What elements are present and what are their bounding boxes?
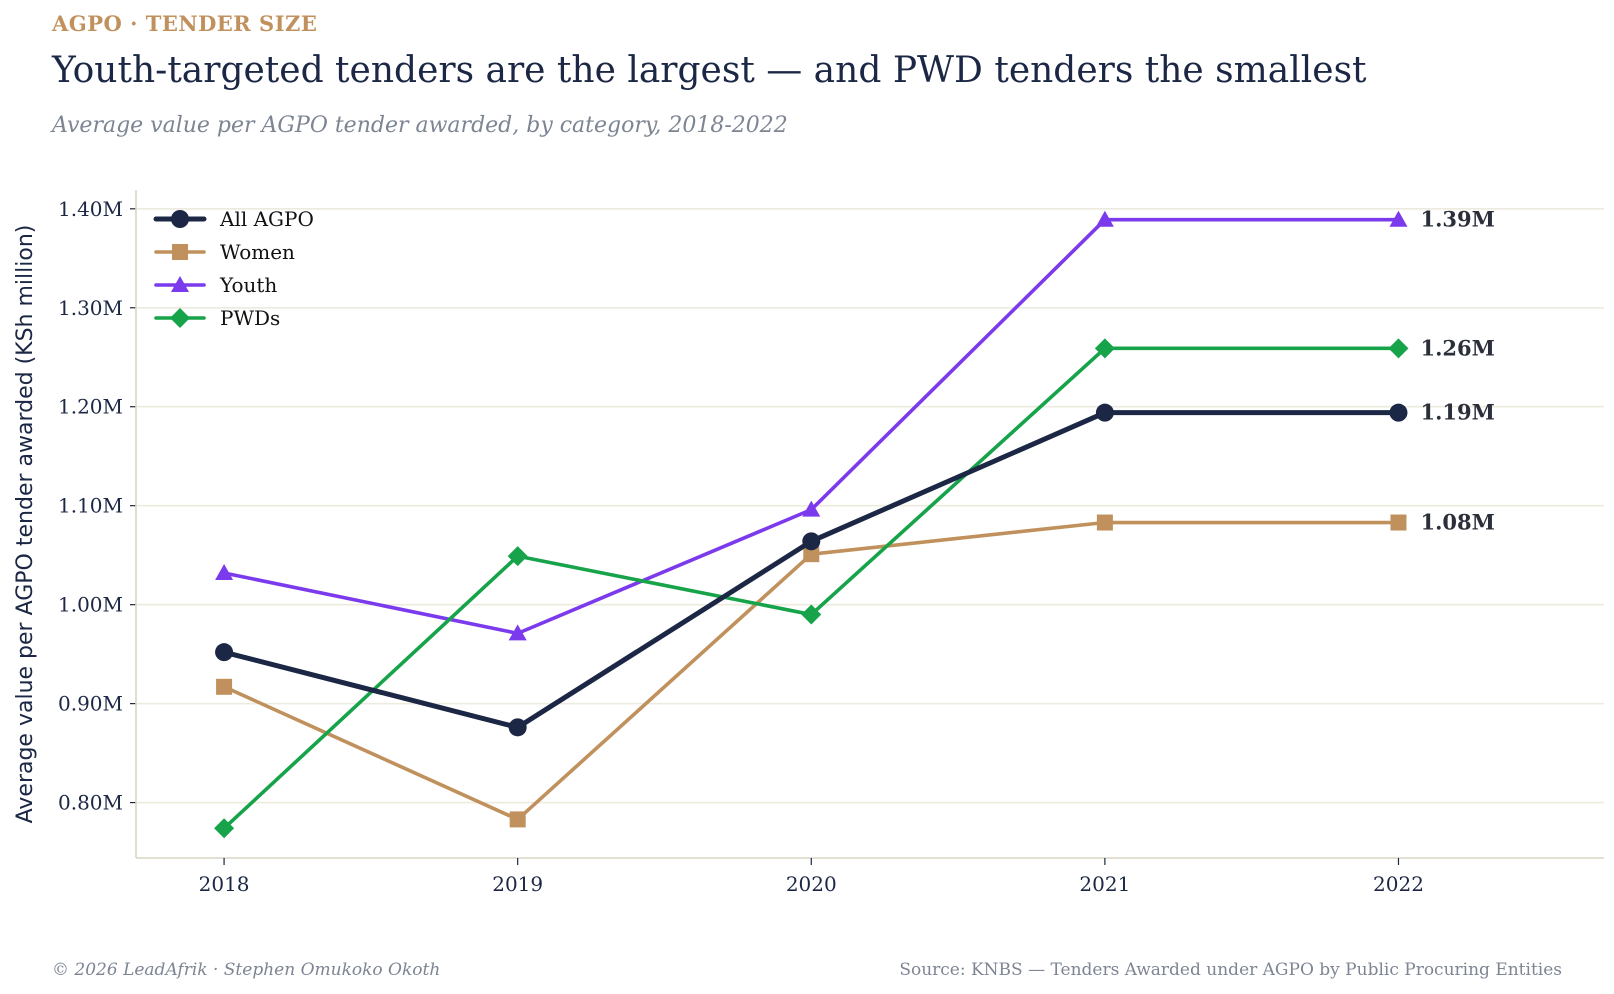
data-point-all-agpo bbox=[1389, 403, 1408, 422]
axes: 0.80M 0.90M 1.00M 1.10M 1.20M 1.30M 1.40M 2018 2… bbox=[13, 190, 1604, 896]
series-all-agpo bbox=[215, 403, 1408, 737]
x-tick-label: 2022 bbox=[1373, 872, 1424, 896]
chart-title: Youth-targeted tenders are the largest —… bbox=[52, 50, 1367, 91]
data-point-women bbox=[803, 546, 820, 563]
series bbox=[214, 210, 1409, 839]
legend: All AGPO Women Youth PWDs bbox=[153, 207, 314, 330]
y-axis-label: Average value per AGPO tender awarded (K… bbox=[13, 225, 38, 824]
y-tick-label: 0.80M bbox=[58, 791, 123, 815]
data-point-pwds bbox=[1388, 338, 1409, 359]
y-tick-label: 1.30M bbox=[58, 296, 123, 320]
data-point-pwds bbox=[1094, 338, 1115, 359]
legend-item-women: Women bbox=[154, 240, 295, 264]
x-tick-label: 2019 bbox=[492, 872, 543, 896]
source-text: Source: KNBS — Tenders Awarded under AGP… bbox=[899, 960, 1562, 980]
data-point-youth bbox=[1095, 210, 1114, 227]
y-tick-label: 1.20M bbox=[58, 395, 123, 419]
data-point-pwds bbox=[507, 546, 528, 567]
data-point-women bbox=[1096, 514, 1113, 531]
end-label-all-agpo: 1.19M bbox=[1420, 400, 1494, 425]
legend-label: PWDs bbox=[220, 306, 280, 330]
legend-item-pwds: PWDs bbox=[154, 306, 280, 330]
legend-label: All AGPO bbox=[219, 207, 314, 231]
credit-text: © 2026 LeadAfrik · Stephen Omukoko Okoth bbox=[52, 960, 441, 980]
data-point-women bbox=[509, 811, 526, 828]
data-point-all-agpo bbox=[802, 532, 821, 551]
x-tick-label: 2021 bbox=[1079, 872, 1130, 896]
y-tick-label: 0.90M bbox=[58, 692, 123, 716]
end-label-pwds: 1.26M bbox=[1420, 335, 1494, 360]
legend-item-all-agpo: All AGPO bbox=[153, 207, 314, 231]
data-point-youth bbox=[508, 624, 527, 641]
legend-label: Youth bbox=[219, 273, 277, 297]
data-point-pwds bbox=[801, 604, 822, 625]
data-point-women bbox=[1390, 514, 1407, 531]
data-point-all-agpo bbox=[508, 718, 527, 737]
y-tick-label: 1.10M bbox=[58, 494, 123, 518]
y-tick-label: 1.40M bbox=[58, 197, 123, 221]
data-point-youth bbox=[802, 500, 821, 517]
data-point-pwds bbox=[214, 818, 235, 839]
end-label-youth: 1.39M bbox=[1420, 207, 1494, 232]
series-line-youth bbox=[222, 217, 1401, 636]
legend-item-youth: Youth bbox=[154, 273, 277, 297]
data-point-all-agpo bbox=[1095, 403, 1114, 422]
x-tick-label: 2018 bbox=[199, 872, 250, 896]
data-point-youth bbox=[215, 563, 234, 580]
data-point-women bbox=[216, 678, 233, 695]
chart-kicker: AGPO · TENDER SIZE bbox=[52, 11, 318, 36]
end-labels: 1.19M 1.08M 1.39M 1.26M bbox=[1420, 207, 1494, 535]
end-label-women: 1.08M bbox=[1420, 510, 1494, 535]
series-line-women bbox=[222, 520, 1401, 822]
y-tick-label: 1.00M bbox=[58, 593, 123, 617]
chart-subtitle: Average value per AGPO tender awarded, b… bbox=[52, 113, 788, 138]
legend-swatch-marker bbox=[172, 244, 188, 260]
legend-swatch-marker bbox=[170, 308, 190, 328]
legend-label: Women bbox=[220, 240, 295, 264]
series-line-pwds bbox=[222, 346, 1401, 831]
legend-swatch-marker bbox=[171, 276, 189, 292]
data-point-youth bbox=[1389, 210, 1408, 227]
legend-swatch-marker bbox=[171, 210, 189, 228]
data-point-all-agpo bbox=[215, 643, 234, 662]
x-tick-label: 2020 bbox=[786, 872, 837, 896]
series-youth bbox=[215, 210, 1408, 641]
series-pwds bbox=[214, 338, 1409, 839]
series-line-all-agpo bbox=[221, 410, 1401, 730]
series-women bbox=[216, 514, 1407, 828]
gridlines bbox=[136, 208, 1604, 804]
